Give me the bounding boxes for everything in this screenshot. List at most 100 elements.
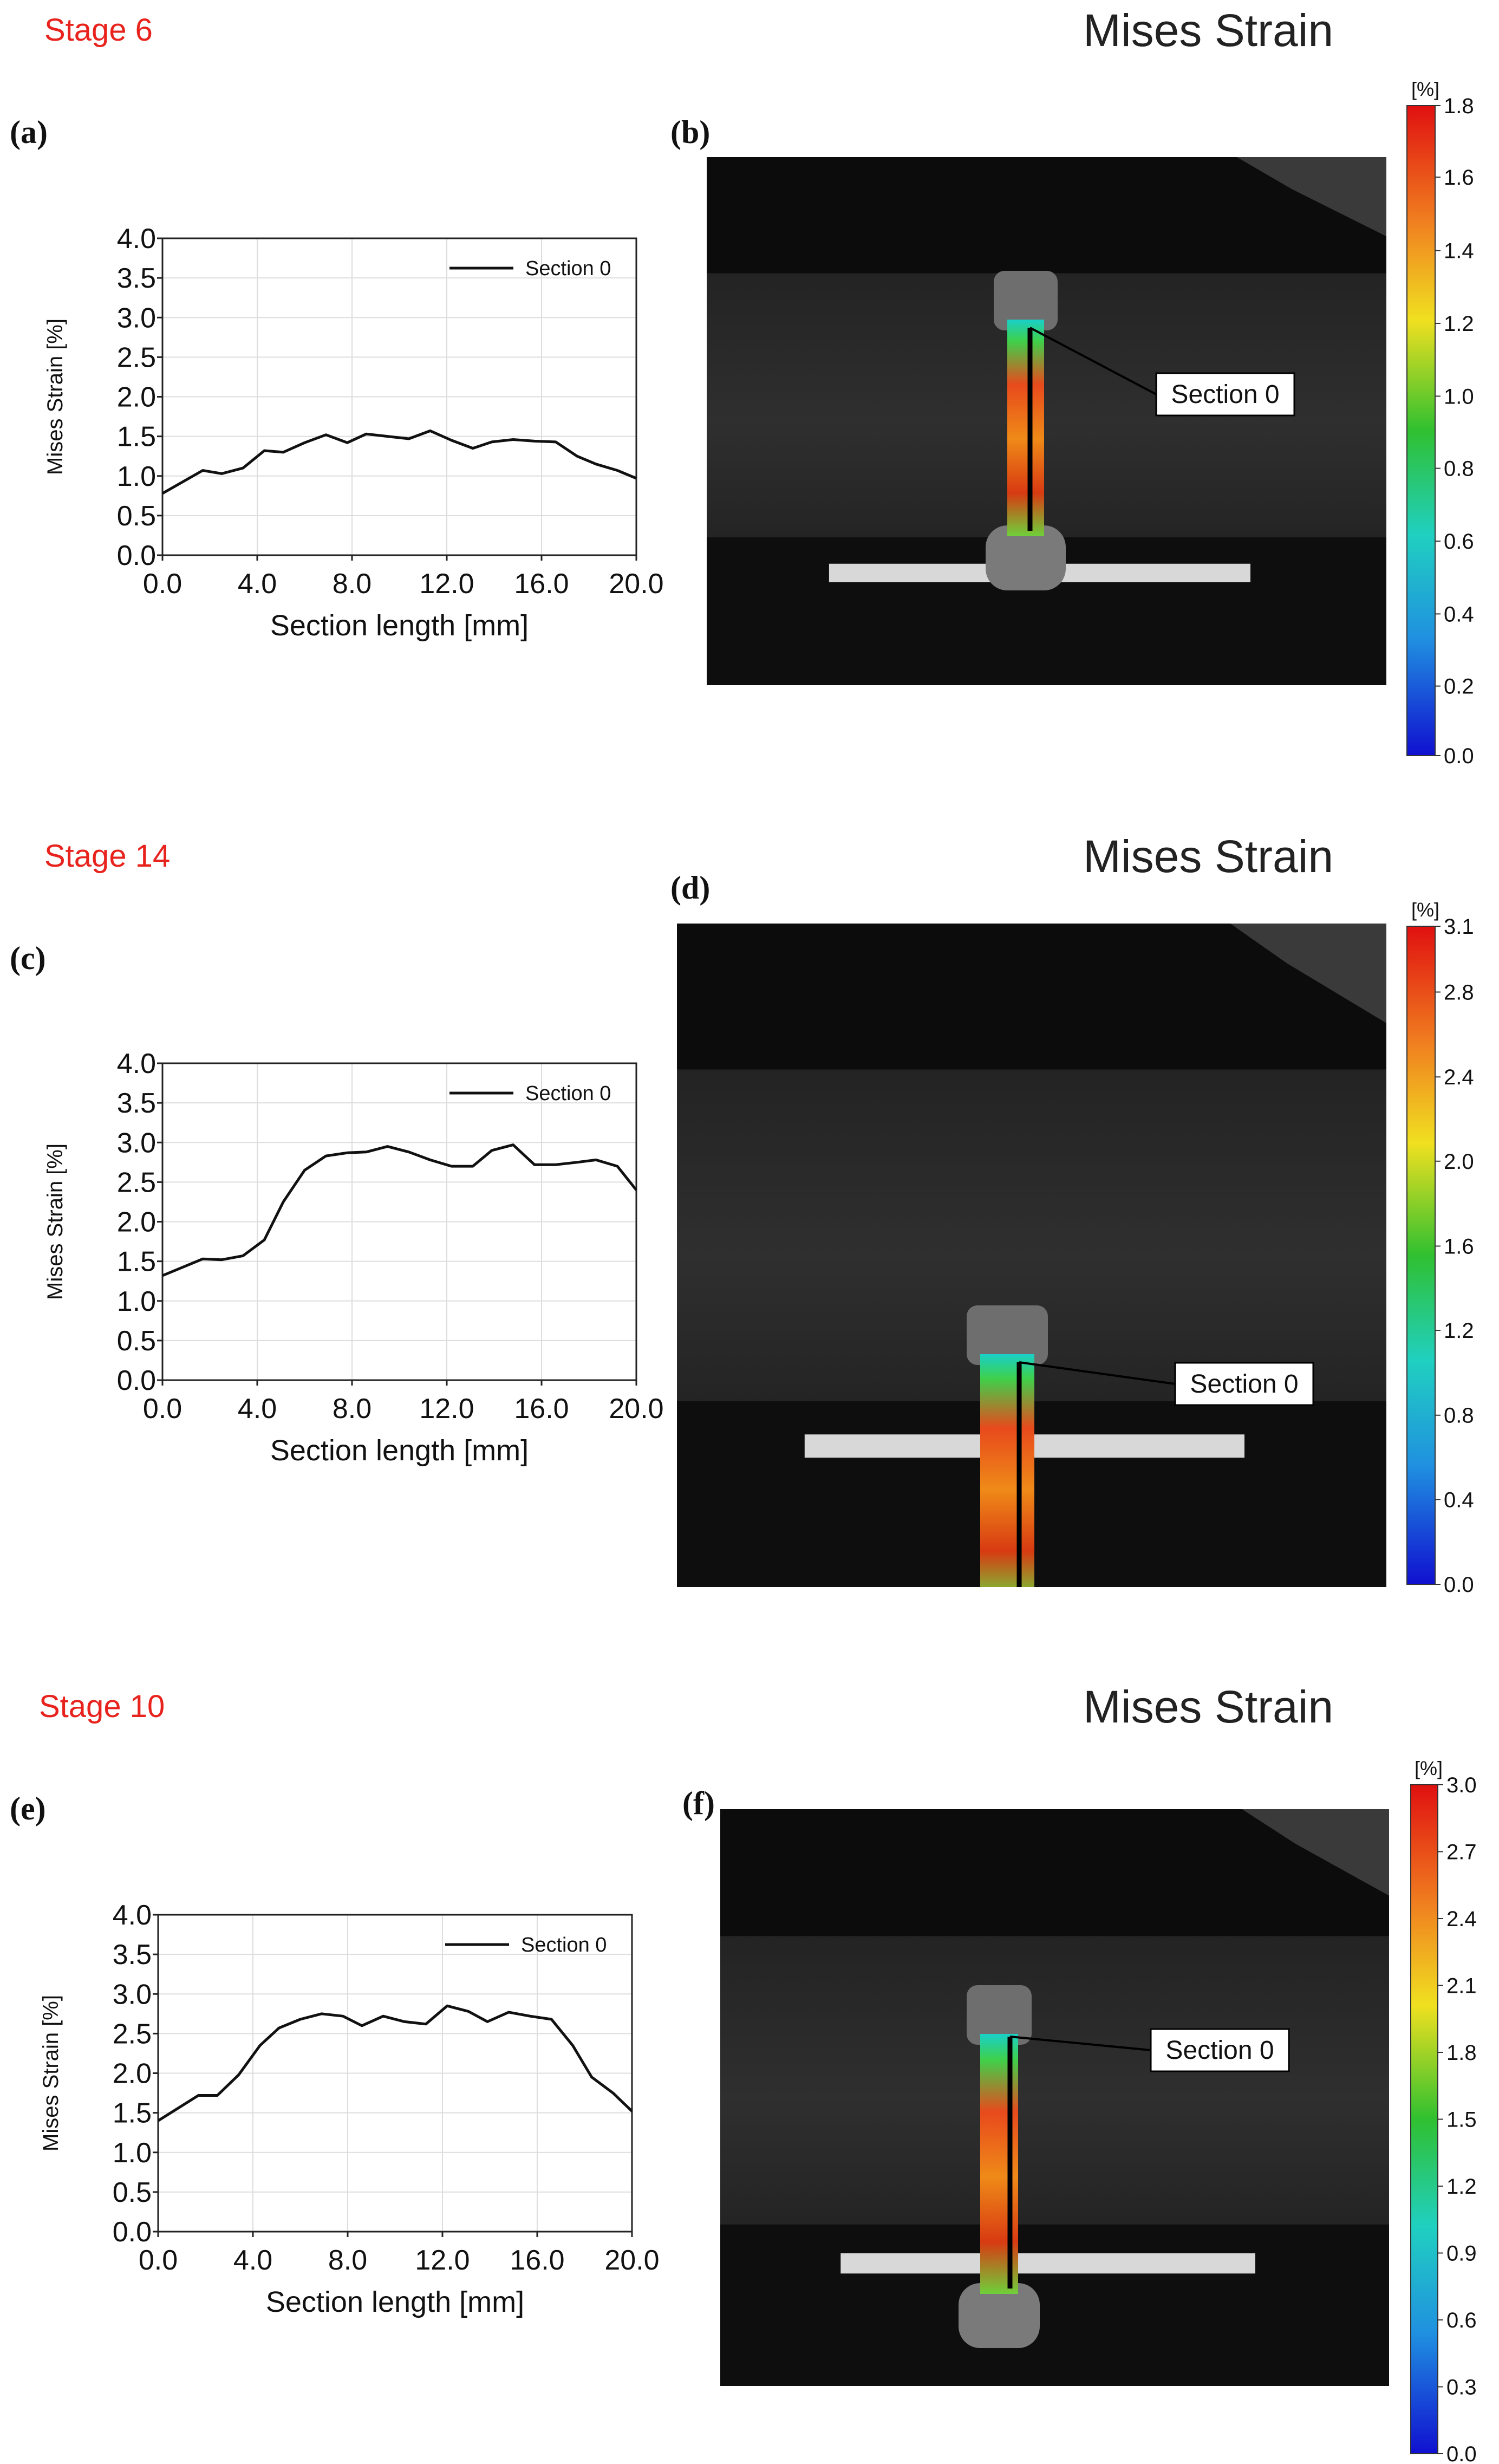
x-axis-label: Section length [mm]: [270, 609, 529, 642]
field-title: Mises Strain: [1083, 5, 1334, 56]
x-tick-label: 16.0: [514, 568, 569, 600]
dic-photo: Section 0: [677, 924, 1386, 1611]
y-tick-label: 3.0: [117, 302, 156, 334]
legend-label: Section 0: [525, 257, 611, 280]
specimen-upper-shoulder: [967, 1305, 1048, 1365]
y-tick-label: 1.5: [117, 421, 156, 453]
colorbar-tick-label: 0.6: [1446, 2309, 1477, 2332]
colorbar-gradient: [1406, 926, 1436, 1585]
y-axis-label: Mises Strain [%]: [39, 1995, 63, 2151]
y-tick-label: 0.5: [113, 2177, 152, 2208]
callout-box: [1155, 372, 1295, 417]
subfigure-label-image: (d): [670, 870, 711, 906]
colorbar-tick-label: 2.1: [1446, 1974, 1477, 1998]
colorbar-tick-label: 2.8: [1444, 981, 1474, 1005]
colorbar-tick-label: 1.0: [1444, 385, 1474, 408]
x-tick-label: 0.0: [139, 2245, 178, 2276]
field-title: Mises Strain: [1083, 831, 1334, 882]
subfigure-label-plot: (a): [10, 114, 48, 150]
x-tick-label: 8.0: [333, 1393, 372, 1425]
colorbar-tick-label: 0.8: [1444, 1404, 1474, 1428]
colorbar-tick-label: 0.0: [1446, 2442, 1477, 2464]
colorbar-tick-label: 2.4: [1446, 1907, 1477, 1931]
y-tick-label: 3.5: [113, 1939, 152, 1971]
y-tick-label: 4.0: [117, 223, 156, 255]
x-tick-label: 12.0: [419, 568, 474, 600]
colorbar-tick-label: 1.8: [1446, 2041, 1477, 2065]
y-tick-label: 3.5: [117, 263, 156, 294]
colorbar-tick-label: 0.0: [1444, 744, 1474, 768]
subfigure-label-image: (f): [682, 1785, 715, 1821]
callout-box: [1150, 2028, 1290, 2072]
colorbar-tick-label: 1.2: [1444, 1319, 1474, 1343]
subfigure-label-plot: (e): [10, 1791, 46, 1826]
x-axis-label: Section length [mm]: [270, 1434, 529, 1467]
y-tick-label: 2.5: [113, 2018, 152, 2050]
colorbar-tick-label: 0.0: [1444, 1573, 1474, 1597]
specimen-lower-shoulder: [959, 2283, 1040, 2348]
y-tick-label: 0.5: [117, 1325, 156, 1357]
stage-block: Stage 6 Mises Strain (a) 0.0 0.5 1.0 1.5 2.0 2.5…: [0, 0, 1499, 785]
stage-label: Stage 6: [44, 12, 153, 48]
x-tick-label: 20.0: [609, 1393, 663, 1425]
y-tick-label: 0.0: [117, 1365, 156, 1396]
callout-leader: [1019, 1361, 1176, 1385]
x-tick-label: 16.0: [514, 1393, 569, 1425]
colorbar-tick-label: 0.2: [1444, 675, 1474, 699]
y-tick-label: 2.5: [117, 1167, 156, 1198]
colorbar-tick-label: 1.4: [1444, 239, 1474, 263]
series-line: [162, 1143, 637, 1277]
series-line: [157, 2004, 633, 2122]
dic-photo: Section 0: [707, 157, 1386, 685]
y-tick-label: 0.5: [117, 500, 156, 532]
y-tick-label: 4.0: [113, 1900, 152, 1931]
panel-graphics: 0.0 0.5 1.0 1.5 2.0 2.5 3.0 3.5 4.0 0.0 4.0 8.0 12.0…: [39, 1757, 1477, 2464]
y-tick-label: 2.5: [117, 342, 156, 373]
section-callout-label: Section 0: [1190, 1370, 1298, 1399]
colorbar-tick-label: 2.7: [1446, 1841, 1477, 1864]
callout-leader: [1009, 2036, 1151, 2051]
x-tick-label: 4.0: [238, 568, 277, 600]
x-tick-label: 20.0: [604, 2245, 659, 2276]
y-axis-label: Mises Strain [%]: [43, 1143, 67, 1300]
specimen-upper-shoulder: [967, 1985, 1032, 2045]
colorbar-tick-label: 3.1: [1444, 915, 1474, 939]
y-axis-label: Mises Strain [%]: [43, 318, 67, 475]
y-tick-label: 3.0: [113, 1979, 152, 2010]
subfigure-label-image: (b): [670, 114, 711, 150]
panel-graphics: 0.0 0.5 1.0 1.5 2.0 2.5 3.0 3.5 4.0 0.0 4.0 8.0 12.0…: [43, 899, 1474, 1611]
colorbar: [%]3.1 2.8 2.4 2.0 1.6 1.2 0.8 0.4 0.0: [1406, 899, 1474, 1597]
panel-graphics: 0.0 0.5 1.0 1.5 2.0 2.5 3.0 3.5 4.0 0.0 4.0 8.0 12.0…: [43, 78, 1474, 768]
section-callout-label: Section 0: [1171, 380, 1279, 409]
colorbar-unit: [%]: [1415, 1757, 1443, 1779]
x-tick-label: 4.0: [233, 2245, 272, 2276]
colorbar-tick-label: 0.4: [1444, 1488, 1474, 1512]
subfigure-label-plot: (c): [10, 940, 46, 976]
y-tick-label: 2.0: [117, 382, 156, 413]
y-tick-label: 0.0: [113, 2216, 152, 2248]
y-tick-label: 4.0: [117, 1048, 156, 1080]
colorbar-tick-label: 0.8: [1444, 457, 1474, 481]
colorbar-tick-label: 3.0: [1446, 1773, 1477, 1797]
x-tick-label: 8.0: [333, 568, 372, 600]
stage-label: Stage 10: [39, 1689, 165, 1724]
colorbar-tick-label: 1.6: [1444, 1234, 1474, 1258]
colorbar-tick-label: 0.3: [1446, 2376, 1477, 2400]
stage-label: Stage 14: [44, 838, 171, 874]
y-tick-label: 1.5: [117, 1246, 156, 1278]
stage-block: Stage 10 Mises Strain (e) 0.0 0.5 1.0 1.5 2.0 2.…: [0, 1676, 1499, 2464]
colorbar-tick-label: 0.9: [1446, 2242, 1477, 2266]
colorbar-gradient: [1410, 1784, 1438, 2454]
specimen-lower-shoulder: [959, 1590, 1056, 1611]
colorbar-gradient: [1406, 105, 1436, 756]
colorbar-tick-label: 1.8: [1444, 94, 1474, 118]
specimen-lower-shoulder: [986, 525, 1066, 590]
grip-highlight: [1242, 1809, 1389, 1896]
lower-grip: [720, 2224, 1389, 2386]
field-title: Mises Strain: [1083, 1681, 1334, 1732]
strain-map: [1007, 320, 1044, 536]
y-tick-label: 0.0: [117, 540, 156, 571]
colorbar-unit: [%]: [1411, 78, 1439, 100]
colorbar-tick-label: 1.2: [1446, 2175, 1477, 2199]
colorbar-tick-label: 1.2: [1444, 312, 1474, 336]
